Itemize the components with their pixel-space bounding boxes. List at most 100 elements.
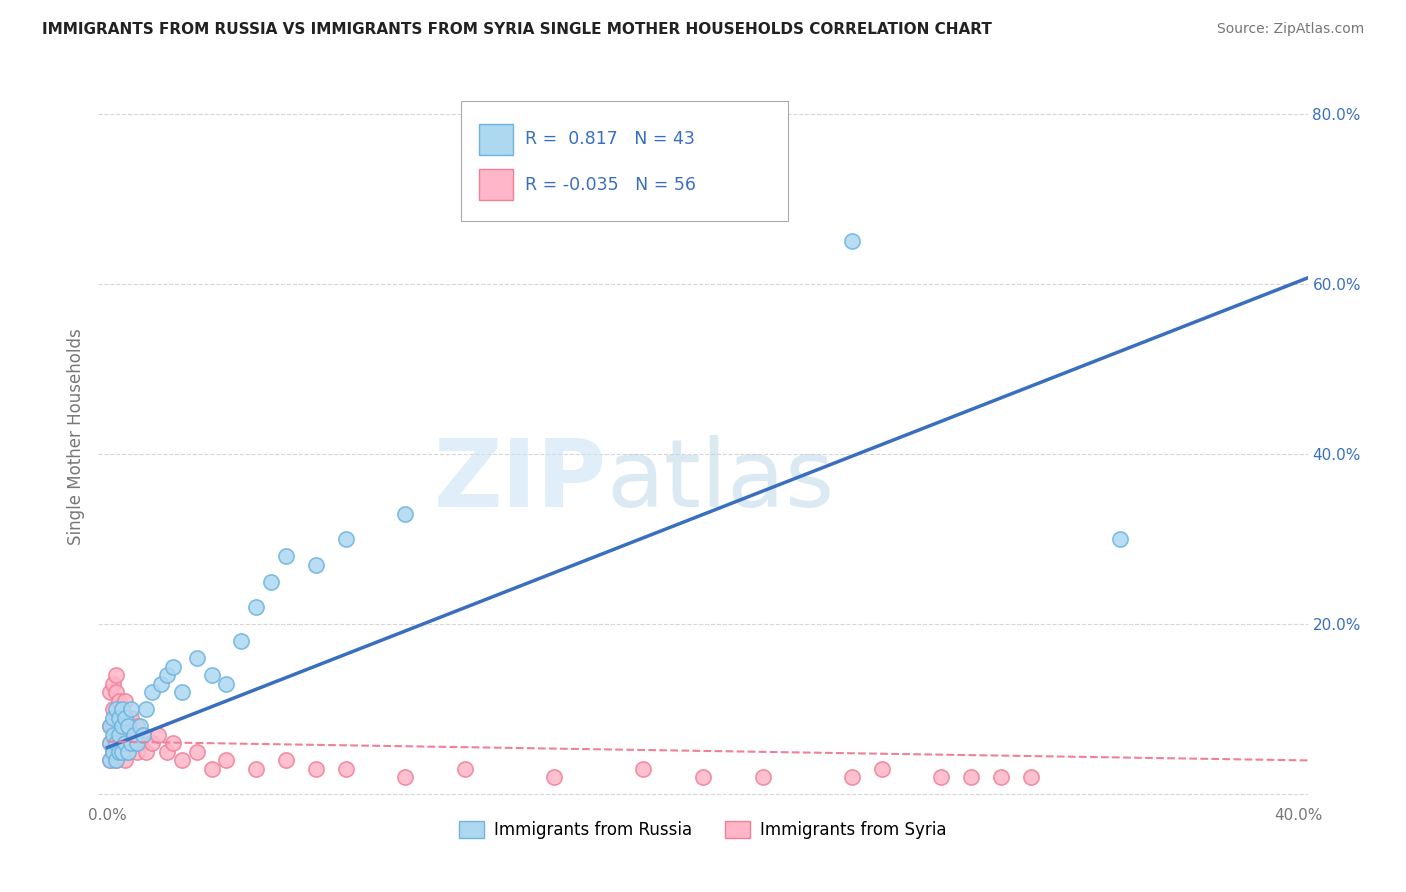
Point [186, 651, 208, 665]
Point [990, 770, 1012, 784]
Point [231, 634, 253, 648]
Point [111, 702, 134, 716]
Point [108, 711, 131, 725]
Point [105, 728, 128, 742]
Point [129, 719, 152, 733]
Point [127, 736, 149, 750]
Point [751, 770, 773, 784]
Point [98, 719, 121, 733]
FancyBboxPatch shape [479, 169, 513, 200]
Point [454, 762, 477, 776]
Point [114, 753, 136, 767]
Point [122, 728, 145, 742]
Point [200, 668, 222, 682]
Point [633, 762, 655, 776]
Point [245, 600, 267, 615]
Point [111, 745, 134, 759]
Point [132, 728, 155, 742]
Point [141, 736, 163, 750]
Point [170, 753, 193, 767]
Point [105, 685, 128, 699]
Point [114, 694, 136, 708]
Point [108, 694, 131, 708]
Point [114, 728, 136, 742]
Point [117, 745, 139, 759]
Point [105, 753, 128, 767]
Point [260, 574, 283, 589]
Point [929, 770, 952, 784]
Point [1019, 770, 1042, 784]
FancyBboxPatch shape [479, 124, 513, 154]
Point [108, 736, 131, 750]
Legend: Immigrants from Russia, Immigrants from Syria: Immigrants from Russia, Immigrants from … [453, 814, 953, 846]
Point [394, 770, 416, 784]
Text: R =  0.817   N = 43: R = 0.817 N = 43 [526, 130, 695, 148]
Point [98, 753, 121, 767]
Point [274, 549, 297, 563]
Point [117, 745, 139, 759]
Text: R = -0.035   N = 56: R = -0.035 N = 56 [526, 176, 696, 194]
Point [149, 677, 172, 691]
Y-axis label: Single Mother Households: Single Mother Households [66, 329, 84, 545]
Point [141, 685, 163, 699]
Point [103, 745, 125, 759]
Text: IMMIGRANTS FROM RUSSIA VS IMMIGRANTS FROM SYRIA SINGLE MOTHER HOUSEHOLDS CORRELA: IMMIGRANTS FROM RUSSIA VS IMMIGRANTS FRO… [42, 22, 993, 37]
Point [98, 685, 121, 699]
Point [98, 719, 121, 733]
Point [98, 753, 121, 767]
Point [105, 753, 128, 767]
Point [103, 719, 125, 733]
Point [132, 728, 155, 742]
Point [135, 702, 157, 716]
Point [114, 711, 136, 725]
Point [103, 745, 125, 759]
Point [215, 753, 238, 767]
Point [120, 736, 142, 750]
Point [103, 711, 125, 725]
Point [146, 728, 169, 742]
Point [127, 719, 149, 733]
Point [103, 702, 125, 716]
Point [108, 711, 131, 725]
Point [114, 736, 136, 750]
Point [111, 728, 134, 742]
Point [394, 507, 416, 521]
Point [870, 762, 893, 776]
Point [105, 702, 128, 716]
Point [1109, 532, 1132, 546]
Point [122, 728, 145, 742]
Point [841, 770, 863, 784]
Point [305, 558, 328, 572]
Text: Source: ZipAtlas.com: Source: ZipAtlas.com [1216, 22, 1364, 37]
Point [543, 770, 565, 784]
Point [274, 753, 297, 767]
Point [120, 736, 142, 750]
Point [692, 770, 714, 784]
Point [841, 235, 863, 249]
Point [117, 719, 139, 733]
Point [245, 762, 267, 776]
Point [305, 762, 328, 776]
Point [108, 728, 131, 742]
Point [200, 762, 222, 776]
Text: ZIP: ZIP [433, 435, 606, 527]
Point [105, 736, 128, 750]
Text: atlas: atlas [606, 435, 835, 527]
Point [108, 745, 131, 759]
Point [156, 745, 179, 759]
Point [129, 736, 152, 750]
Point [127, 745, 149, 759]
Point [120, 711, 142, 725]
Point [111, 702, 134, 716]
Point [103, 677, 125, 691]
Point [170, 685, 193, 699]
Point [105, 711, 128, 725]
Point [162, 659, 184, 673]
Point [103, 728, 125, 742]
Point [120, 702, 142, 716]
Point [135, 745, 157, 759]
Point [162, 736, 184, 750]
Point [335, 762, 357, 776]
Point [111, 719, 134, 733]
Point [117, 719, 139, 733]
